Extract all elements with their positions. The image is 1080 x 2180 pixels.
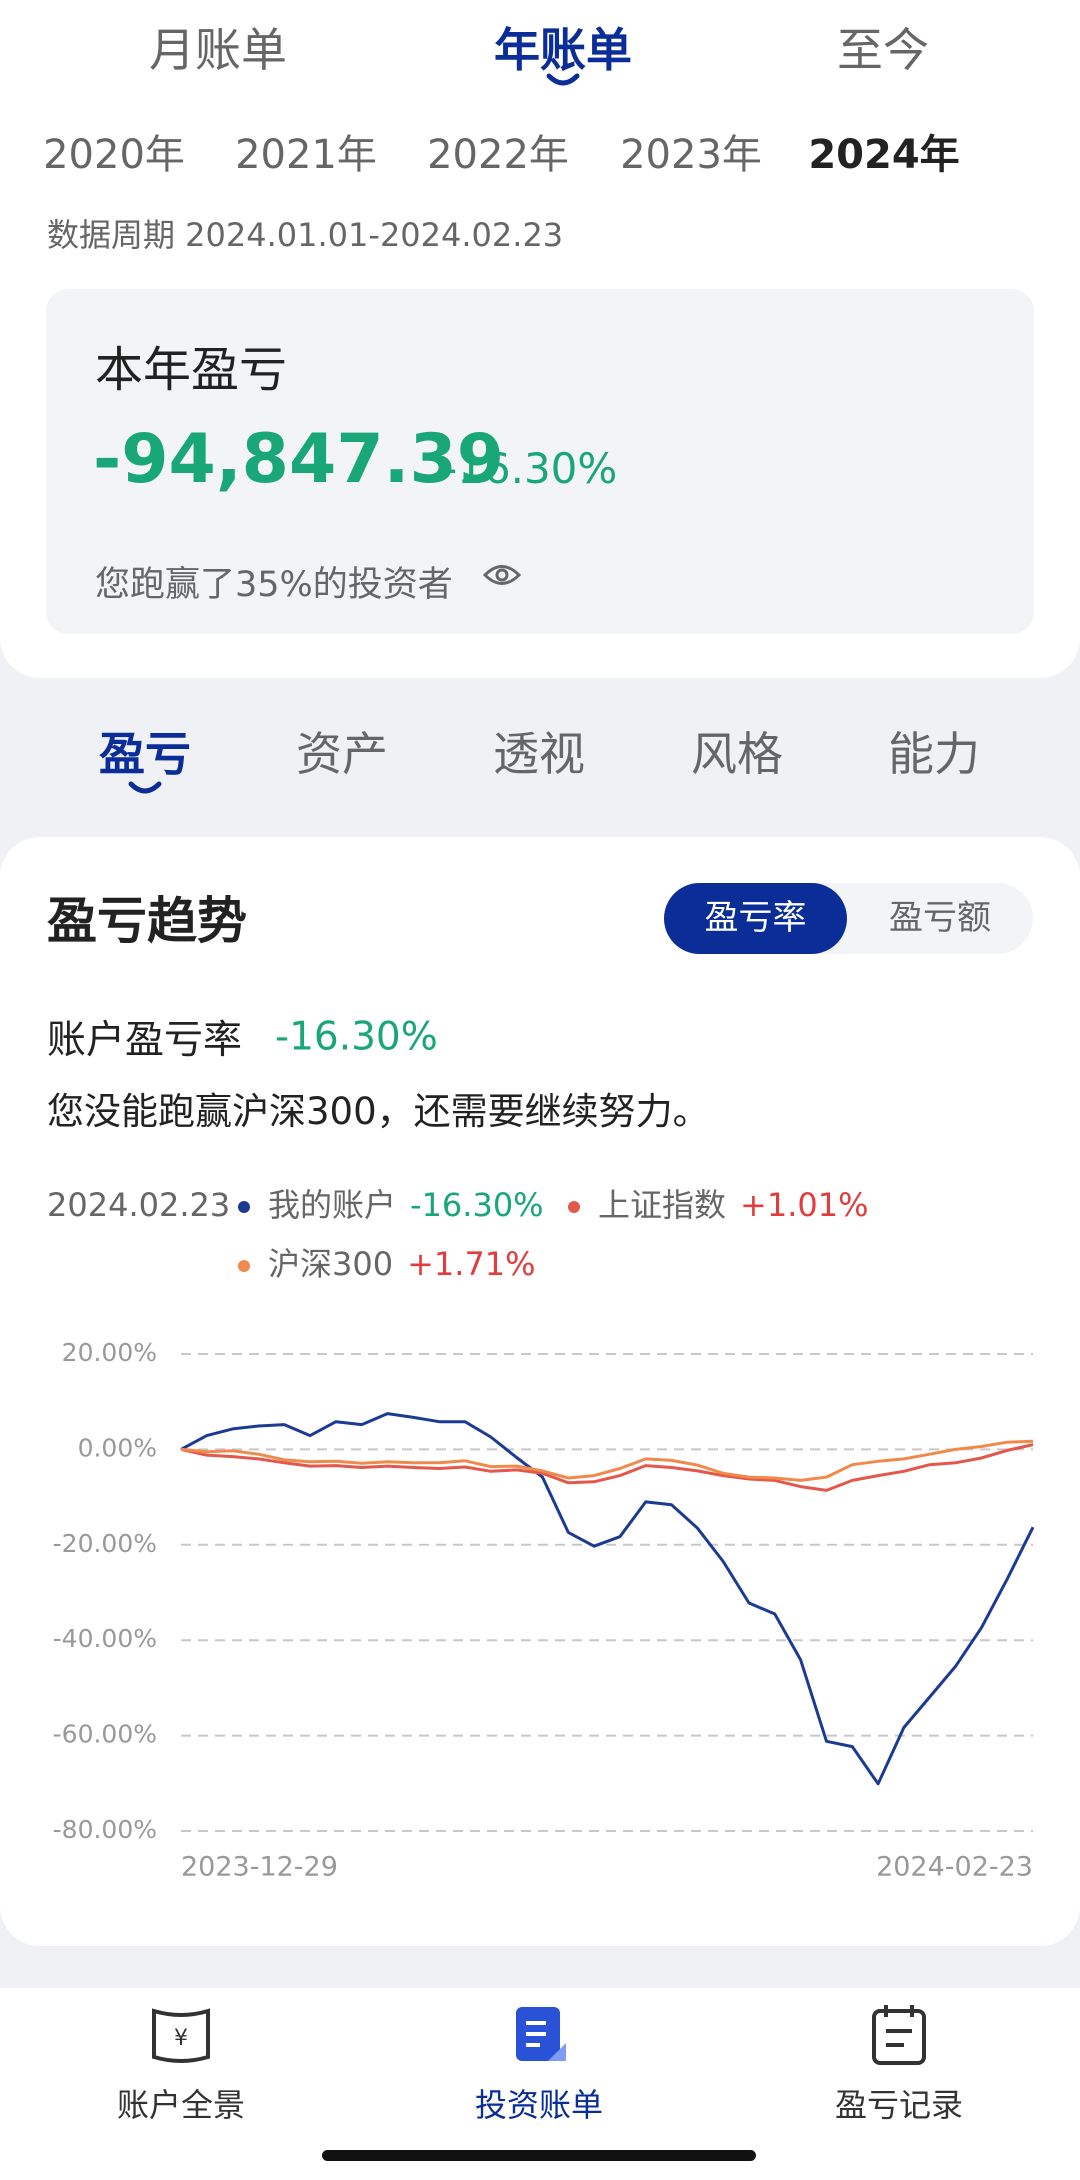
legend-name: 沪深300 bbox=[268, 1245, 393, 1283]
section-tab-active[interactable]: 盈亏 bbox=[99, 727, 191, 781]
section-tab[interactable]: 能力 bbox=[888, 727, 980, 781]
year[interactable]: 2020年 bbox=[43, 132, 185, 178]
y-tick-label: -80.00% bbox=[53, 1815, 157, 1844]
nav-icon[interactable]: ¥ bbox=[148, 2003, 214, 2067]
series-line bbox=[180, 1412, 1035, 1786]
nav-label-active[interactable]: 投资账单 bbox=[474, 2086, 604, 2124]
rate-label: 账户盈亏率 bbox=[47, 1018, 243, 1063]
chart: 2024.02.23 我的账户 -16.30% 上证指数 +1.01% 沪深300 +1.7… bbox=[47, 1186, 1035, 1883]
period: 数据周期 2024.01.01-2024.02.23 bbox=[47, 216, 564, 254]
year[interactable]: 2021年 bbox=[235, 132, 377, 178]
legend-name: 上证指数 bbox=[598, 1186, 726, 1224]
y-tick-label: -60.00% bbox=[53, 1720, 157, 1749]
tab-indicator bbox=[128, 781, 162, 794]
section-tab[interactable]: 风格 bbox=[691, 727, 783, 781]
eye-icon[interactable] bbox=[482, 560, 522, 590]
legend-name: 我的账户 bbox=[268, 1186, 396, 1224]
summary-card bbox=[46, 289, 1034, 634]
legend-value: -16.30% bbox=[410, 1186, 544, 1224]
series-line bbox=[180, 1439, 1034, 1482]
percent: -16.30% bbox=[442, 444, 618, 493]
nav-label[interactable]: 盈亏记录 bbox=[834, 2086, 964, 2124]
y-tick-label: -20.00% bbox=[53, 1529, 157, 1558]
legend-dot bbox=[238, 1260, 250, 1272]
legend-dot bbox=[238, 1201, 250, 1213]
amount: -94,847.39 bbox=[93, 420, 505, 499]
legend-item: 上证指数 +1.01% bbox=[598, 1186, 868, 1224]
tab-indicator bbox=[546, 73, 580, 86]
beat-text: 您跑赢了35%的投资者 bbox=[95, 565, 453, 605]
legend-item: 沪深300 +1.71% bbox=[268, 1245, 536, 1283]
y-tick-label: 0.00% bbox=[78, 1433, 157, 1462]
x-tick-label: 2023-12-29 bbox=[181, 1852, 338, 1883]
legend-value: +1.71% bbox=[407, 1245, 535, 1283]
y-tick-label: -40.00% bbox=[53, 1624, 157, 1653]
nav-label[interactable]: 账户全景 bbox=[116, 2086, 246, 2124]
tab-active[interactable]: 年账单 bbox=[494, 23, 632, 77]
nav-icon[interactable] bbox=[866, 2003, 932, 2067]
section-tab[interactable]: 资产 bbox=[296, 727, 388, 781]
year[interactable]: 2022年 bbox=[427, 132, 569, 178]
nav-icon-active[interactable] bbox=[508, 2003, 574, 2067]
trend-title: 盈亏趋势 bbox=[47, 892, 247, 950]
legend-dot bbox=[568, 1201, 580, 1213]
tab[interactable]: 至今 bbox=[837, 23, 929, 77]
series-line bbox=[180, 1443, 1034, 1492]
x-tick-label: 2024-02-23 bbox=[876, 1852, 1033, 1883]
y-tick-label: 20.00% bbox=[62, 1338, 157, 1367]
legend-item: 我的账户 -16.30% bbox=[268, 1186, 544, 1224]
message: 您没能跑赢沪深300，还需要继续努力。 bbox=[47, 1090, 710, 1133]
section-tab[interactable]: 透视 bbox=[493, 727, 585, 781]
trend-card bbox=[0, 837, 1080, 1946]
legend-value: +1.01% bbox=[740, 1186, 868, 1224]
year-active[interactable]: 2024年 bbox=[808, 132, 960, 178]
card-title: 本年盈亏 bbox=[95, 342, 288, 398]
home-indicator bbox=[322, 2150, 756, 2161]
svg-text:¥: ¥ bbox=[174, 2026, 188, 2051]
tab[interactable]: 月账单 bbox=[149, 23, 287, 77]
year[interactable]: 2023年 bbox=[620, 132, 762, 178]
toggle-option[interactable]: 盈亏额 bbox=[889, 898, 991, 938]
legend-date: 2024.02.23 bbox=[47, 1186, 230, 1224]
toggle-active[interactable]: 盈亏率 bbox=[664, 883, 847, 954]
rate-value: -16.30% bbox=[275, 1014, 438, 1060]
